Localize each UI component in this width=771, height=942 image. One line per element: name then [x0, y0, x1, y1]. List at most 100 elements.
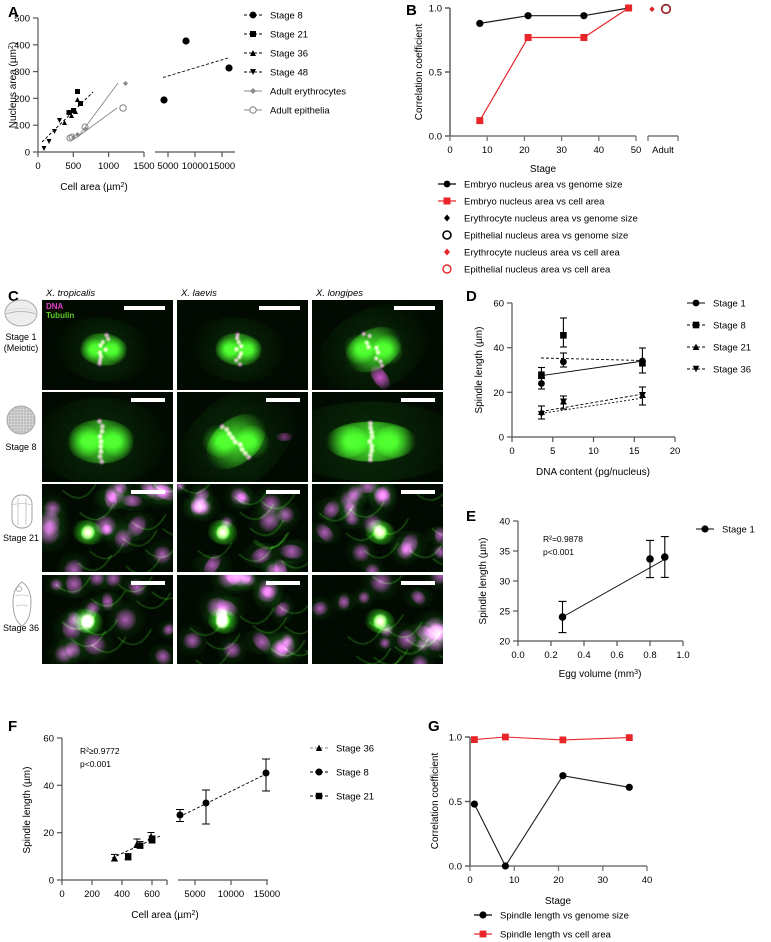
y-tick-20: 20: [43, 828, 54, 839]
series-genome-points: [470, 772, 633, 870]
legend-item-g-cellarea: Spindle length vs cell area: [474, 930, 612, 941]
panel-e-xlabel: Egg volume (mm3): [559, 669, 642, 681]
x-tick-30: 30: [556, 145, 567, 156]
x-tick-400: 400: [114, 889, 130, 900]
series-genome-line: [473, 775, 630, 868]
micrograph-r1c3: [312, 300, 443, 390]
scalebar-r1c3: [394, 306, 435, 310]
y-tick-40: 40: [493, 343, 504, 354]
panel-e-legend: Stage 1: [696, 525, 755, 536]
scalebar-r1c2: [259, 306, 300, 310]
scalebar-r3c3: [401, 490, 435, 494]
y-tick-1: 1.0: [449, 733, 462, 744]
y-tick-60: 60: [493, 299, 504, 310]
x-tick-5000: 5000: [184, 889, 205, 900]
legend-label-erythrocyte-genome: Erythrocyte nucleus area vs genome size: [464, 214, 638, 225]
x-ticks-right: 5000 10000 15000: [184, 880, 280, 900]
y-tick-05: 0.5: [429, 68, 442, 79]
x-tick-10000: 10000: [218, 889, 244, 900]
panel-a-svg: 0 100 200 300 400 500 0 500 1000 1500 50…: [8, 11, 347, 194]
panel-g-svg: 0.0 0.5 1.0 0 10 20 30 40 Stage Corre: [430, 733, 652, 941]
micrograph-r2c1: [42, 392, 173, 482]
x-ticks-left: 0 500 1000 1500: [35, 152, 155, 172]
y-ticks: 0.0 0.5 1.0: [429, 4, 450, 143]
channel-label-tubulin: Tubulin: [46, 311, 75, 320]
legend-label-epithelial-genome: Epithelial nucleus area vs genome size: [464, 231, 628, 242]
row-label-stage1-sub: (Meiotic): [3, 343, 39, 353]
x-tick-0: 0: [35, 161, 40, 172]
panel-a-label: A: [8, 4, 19, 21]
panel-d-label: D: [466, 288, 477, 305]
row-label-stage21-main: Stage 21: [2, 533, 40, 543]
panel-g-xlabel: Stage: [545, 896, 572, 907]
x-tick-20: 20: [519, 145, 530, 156]
panel-e-markers: [558, 553, 669, 621]
legend-item-epithelial-genome: Epithelial nucleus area vs genome size: [442, 230, 628, 242]
legend-label-embryo-genome: Embryo nucleus area vs genome size: [464, 180, 622, 191]
legend-label-g-cellarea: Spindle length vs cell area: [500, 930, 612, 941]
egg-smooth-icon: [4, 299, 38, 327]
y-tick-60: 60: [43, 734, 54, 745]
channel-label-dna: DNA: [46, 302, 64, 311]
erythrocyte-cellarea-marker: [649, 6, 655, 12]
blastula-icon: [6, 405, 36, 435]
legend-item-stage48: Stage 48: [244, 68, 308, 79]
x-tick-00: 0.0: [511, 650, 524, 661]
legend-label-erythro: Stage 48: [270, 68, 308, 79]
y-tick-25: 25: [499, 607, 510, 618]
panel-f-markers: [111, 769, 270, 861]
y-ticks: 20 25 30 35 40: [499, 517, 518, 648]
panel-d-xlabel: DNA content (pg/nucleus): [536, 467, 650, 478]
series-stage48-points: [41, 118, 62, 151]
x-ticks: 0 10 20 30 40: [467, 866, 652, 886]
panel-f-svg: 0 20 40 60 0 200 400 600 5000 10000 1500…: [22, 734, 374, 922]
legend-item-erythrocyte-genome: Erythrocyte nucleus area vs genome size: [444, 214, 638, 225]
legend-item-stage1: Stage 1: [687, 299, 746, 310]
y-ticks: 0.0 0.5 1.0: [449, 733, 470, 873]
micrograph-r1c2: [177, 300, 308, 390]
panel-e-p: p<0.001: [543, 547, 574, 557]
scalebar-r4c2: [266, 581, 300, 585]
legend-item-embryo-cellarea: Embryo nucleus area vs cell area: [438, 197, 605, 208]
row-label-stage8-main: Stage 8: [5, 442, 37, 452]
panel-f-label: F: [8, 718, 18, 735]
legend-label-epithelial-cellarea: Epithelial nucleus area vs cell area: [464, 265, 611, 276]
legend-label-d-stage21: Stage 21: [713, 343, 751, 354]
trend-embryo: [41, 91, 94, 143]
y-tick-20: 20: [499, 637, 510, 648]
fit-line-e: [562, 558, 666, 618]
panel-g-chart: 0.0 0.5 1.0 0 10 20 30 40 Stage Corre: [400, 700, 771, 942]
row-label-stage36: Stage 36: [0, 623, 42, 634]
micrograph-r3c1: [42, 484, 173, 572]
legend-label-d-stage36: Stage 36: [713, 365, 751, 376]
x-ticks: 0 10 20 30 40 50 Adult: [447, 136, 679, 156]
scalebar-r2c1: [131, 398, 165, 402]
x-tick-600: 600: [144, 889, 160, 900]
x-tick-0: 0: [59, 889, 64, 900]
y-tick-0: 0: [49, 876, 54, 887]
x-tick-15000: 15000: [209, 161, 235, 172]
x-tick-5000: 5000: [157, 161, 178, 172]
series-adult-markers: [649, 3, 672, 15]
legend-item-stage8: Stage 8: [687, 321, 746, 332]
x-ticks-left: 0 200 400 600: [59, 880, 168, 900]
x-tick-10: 10: [588, 446, 599, 457]
x-tick-15: 15: [629, 446, 640, 457]
micrograph-r4c2: [177, 575, 308, 664]
y-tick-40: 40: [499, 517, 510, 528]
series-stage8-points: [160, 37, 233, 104]
panel-f-xlabel: Cell area (µm2): [131, 910, 198, 922]
row-label-stage8: Stage 8: [0, 442, 42, 453]
panel-f-ylabel: Spindle length (µm): [22, 767, 33, 854]
panel-b-legend: Embryo nucleus area vs genome size Embry…: [438, 180, 638, 276]
legend-item-adult-erythrocytes: Adult erythrocytes: [244, 87, 346, 98]
legend-item-erythrocyte-cellarea: Erythrocyte nucleus area vs cell area: [444, 248, 620, 259]
fit-line-f-right: [178, 772, 269, 818]
row-label-stage1-main: Stage 1: [5, 332, 37, 342]
x-tick-40: 40: [594, 145, 605, 156]
x-tick-1000: 1000: [98, 161, 119, 172]
panel-g-ylabel: Correlation coefficient: [430, 753, 441, 850]
panel-g-legend: Spindle length vs genome size Spindle le…: [474, 911, 629, 941]
scalebar-r4c3: [401, 581, 435, 585]
y-tick-0: 0: [499, 433, 504, 444]
